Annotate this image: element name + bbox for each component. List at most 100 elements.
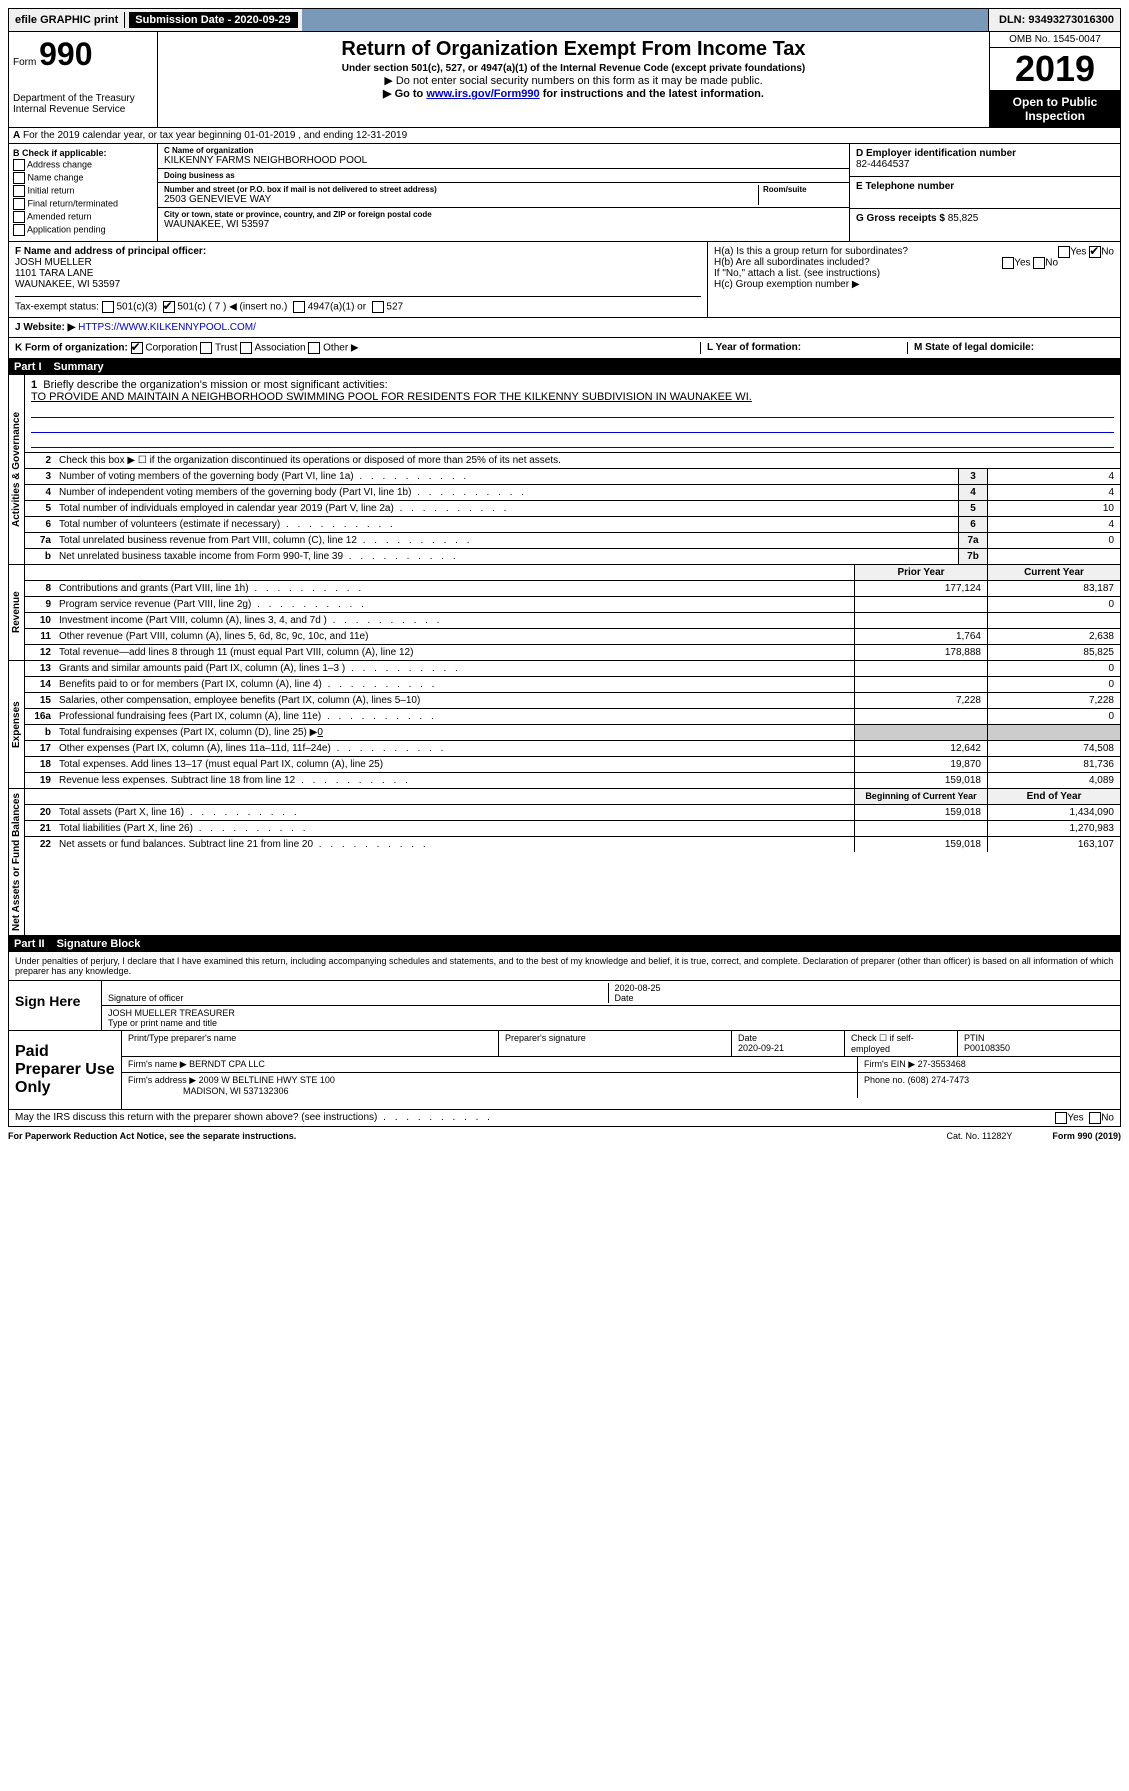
col-curr: Current Year [987, 565, 1120, 580]
l12: Total revenue—add lines 8 through 11 (mu… [55, 645, 854, 660]
l8: Contributions and grants (Part VIII, lin… [55, 581, 854, 596]
l15c: 7,228 [987, 693, 1120, 708]
sig-officer-label: Signature of officer [108, 993, 183, 1003]
perjury-text: Under penalties of perjury, I declare th… [9, 952, 1120, 980]
l16b-val: 0 [317, 727, 323, 738]
header-right: OMB No. 1545-0047 2019 Open to Public In… [989, 32, 1120, 127]
ha-no: No [1101, 247, 1114, 258]
omb-number: OMB No. 1545-0047 [990, 32, 1120, 48]
k-corp: Corporation [145, 343, 197, 354]
ha-label: H(a) Is this a group return for subordin… [714, 246, 908, 257]
firm-name: BERNDT CPA LLC [189, 1059, 265, 1069]
firm-addr-label: Firm's address ▶ [128, 1075, 196, 1085]
l8c: 83,187 [987, 581, 1120, 596]
l13: Grants and similar amounts paid (Part IX… [55, 661, 854, 676]
submission-date: Submission Date - 2020-09-29 [129, 12, 297, 28]
org-name-label: C Name of organization [164, 146, 843, 155]
firm-addr2: MADISON, WI 537132306 [183, 1086, 289, 1096]
phone-label: E Telephone number [856, 181, 954, 192]
website-label: Website: ▶ [23, 322, 75, 333]
org-name: KILKENNY FARMS NEIGHBORHOOD POOL [164, 155, 843, 166]
chk-501c[interactable] [163, 301, 175, 313]
l16ap [854, 709, 987, 724]
l11: Other revenue (Part VIII, column (A), li… [55, 629, 854, 644]
officer-addr2: WAUNAKEE, WI 53597 [15, 279, 120, 290]
side-exp: Expenses [9, 661, 25, 788]
l15p: 7,228 [854, 693, 987, 708]
chk-name[interactable]: Name change [13, 172, 153, 184]
l10c [987, 613, 1120, 628]
pra-notice: For Paperwork Reduction Act Notice, see … [8, 1131, 296, 1141]
section-bcd: B Check if applicable: Address change Na… [8, 144, 1121, 242]
irs-link[interactable]: www.irs.gov/Form990 [426, 88, 539, 100]
top-bar-mid [302, 9, 989, 31]
officer-name: JOSH MUELLER [15, 257, 92, 268]
l19: Revenue less expenses. Subtract line 18 … [55, 773, 854, 788]
section-exp: Expenses 13Grants and similar amounts pa… [8, 661, 1121, 789]
section-net: Net Assets or Fund Balances Beginning of… [8, 789, 1121, 936]
l21: Total liabilities (Part X, line 26) [55, 821, 854, 836]
ptin: P00108350 [964, 1043, 1010, 1053]
l17p: 12,642 [854, 741, 987, 756]
l18p: 19,870 [854, 757, 987, 772]
k-label: K Form of organization: [15, 343, 128, 354]
chk-address[interactable]: Address change [13, 159, 153, 171]
discuss-yes: Yes [1067, 1113, 1083, 1124]
l22: Net assets or fund balances. Subtract li… [55, 837, 854, 852]
form-subtitle: Under section 501(c), 527, or 4947(a)(1)… [162, 63, 985, 74]
box-k: K Form of organization: Corporation Trus… [15, 342, 700, 354]
l22b: 159,018 [854, 837, 987, 852]
website-link[interactable]: HTTPS://WWW.KILKENNYPOOL.COM/ [78, 322, 256, 333]
chk-amended[interactable]: Amended return [13, 211, 153, 223]
l11c: 2,638 [987, 629, 1120, 644]
tax-status-label: Tax-exempt status: [15, 302, 99, 313]
discuss-row: May the IRS discuss this return with the… [8, 1110, 1121, 1127]
chk-final[interactable]: Final return/terminated [13, 198, 153, 210]
mission-text: TO PROVIDE AND MAINTAIN A NEIGHBORHOOD S… [31, 391, 1114, 403]
mission-blank1 [31, 403, 1114, 418]
ein-label2: Firm's EIN ▶ [864, 1059, 915, 1069]
l15: Salaries, other compensation, employee b… [55, 693, 854, 708]
discuss-text: May the IRS discuss this return with the… [15, 1112, 493, 1124]
l3: Number of voting members of the governin… [55, 469, 958, 484]
l11p: 1,764 [854, 629, 987, 644]
part1-num: Part I [14, 361, 42, 373]
box-de: D Employer identification number 82-4464… [849, 144, 1120, 241]
chk-corp[interactable] [131, 342, 143, 354]
header-mid: Return of Organization Exempt From Incom… [158, 32, 989, 127]
chk-ha-no[interactable] [1089, 246, 1101, 258]
sign-here: Sign Here [9, 981, 102, 1030]
l19c: 4,089 [987, 773, 1120, 788]
box-l: L Year of formation: [700, 342, 907, 354]
firm-ein: 27-3553468 [918, 1059, 966, 1069]
officer-addr1: 1101 TARA LANE [15, 268, 93, 279]
l7b: Net unrelated business taxable income fr… [55, 549, 958, 564]
form-label: Form [13, 57, 36, 68]
l3v: 4 [987, 469, 1120, 484]
m-label: M State of legal domicile: [914, 342, 1034, 353]
chk-initial[interactable]: Initial return [13, 185, 153, 197]
l8p: 177,124 [854, 581, 987, 596]
dept-label: Department of the Treasury Internal Reve… [13, 93, 153, 115]
col-beg: Beginning of Current Year [854, 789, 987, 804]
l10: Investment income (Part VIII, column (A)… [55, 613, 854, 628]
ein-value: 82-4464537 [856, 159, 909, 170]
l18c: 81,736 [987, 757, 1120, 772]
efile-label[interactable]: efile GRAPHIC print [9, 12, 125, 28]
prep-h4: Check ☐ if self-employed [845, 1031, 958, 1056]
form-ref: Form 990 (2019) [1052, 1131, 1121, 1141]
firm-addr1: 2009 W BELTLINE HWY STE 100 [199, 1075, 335, 1085]
l5: Total number of individuals employed in … [55, 501, 958, 516]
k-assoc: Association [254, 343, 305, 354]
box-c: C Name of organization KILKENNY FARMS NE… [158, 144, 849, 241]
city-label: City or town, state or province, country… [164, 210, 843, 219]
l9: Program service revenue (Part VIII, line… [55, 597, 854, 612]
chk-pending[interactable]: Application pending [13, 224, 153, 236]
hb-label: H(b) Are all subordinates included? [714, 257, 870, 268]
mission-blank2 [31, 418, 1114, 433]
firm-phone-label: Phone no. [864, 1075, 905, 1085]
gross-receipts: 85,825 [948, 213, 979, 224]
note-link: ▶ Go to www.irs.gov/Form990 for instruct… [162, 87, 985, 100]
form-header: Form 990 Department of the Treasury Inte… [8, 32, 1121, 128]
l10p [854, 613, 987, 628]
